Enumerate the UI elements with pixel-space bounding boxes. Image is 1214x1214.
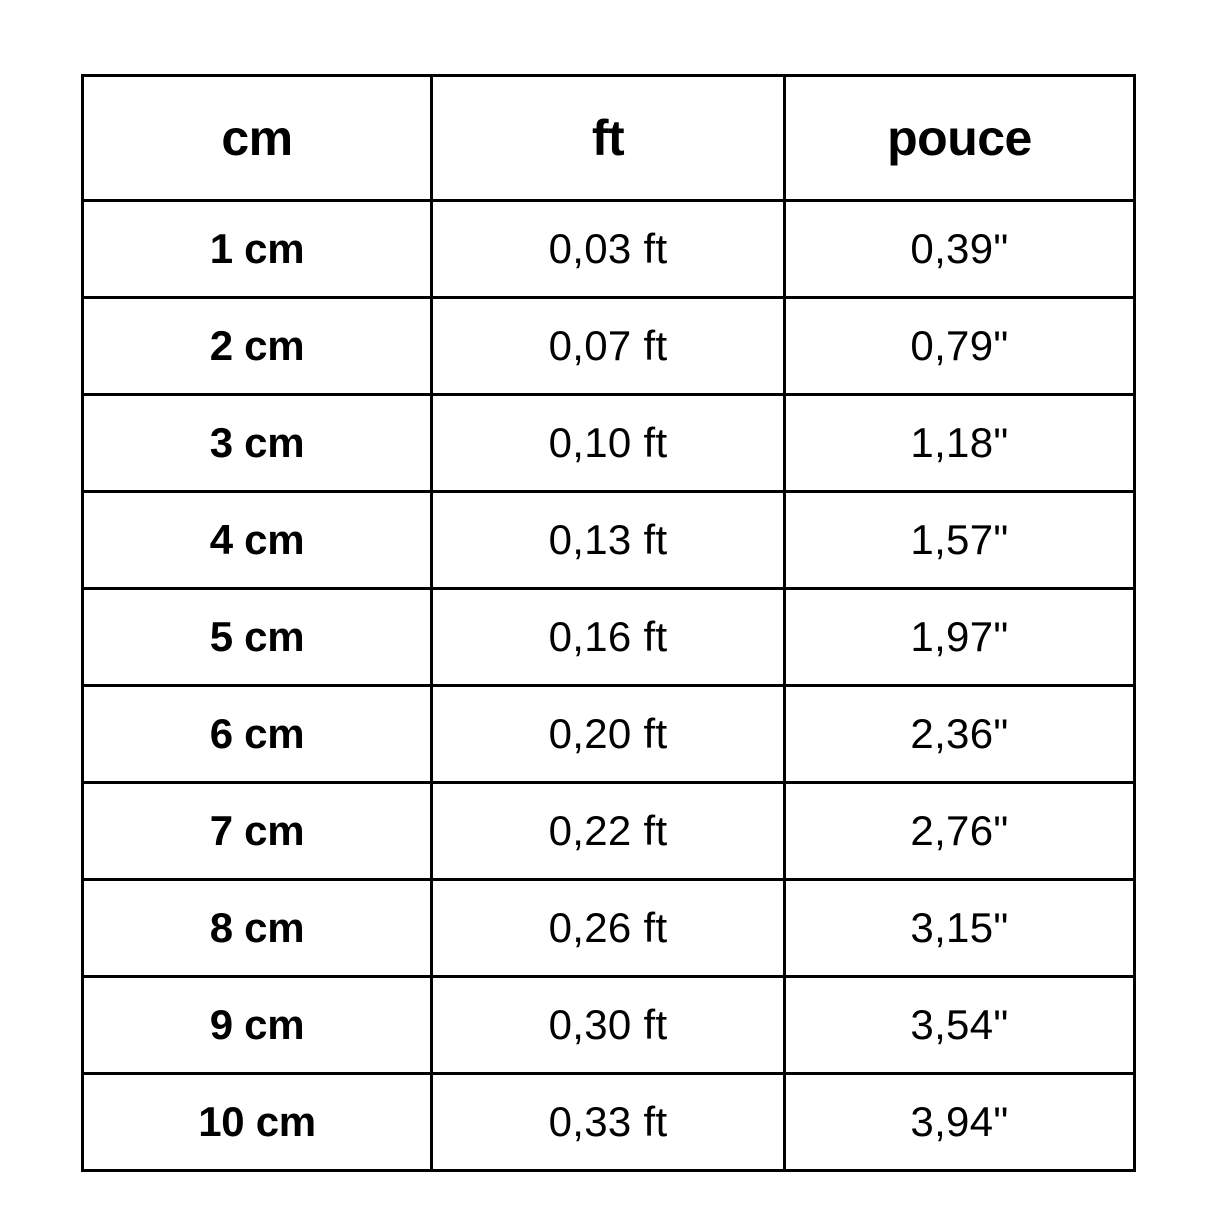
cell-pouce: 3,94" — [783, 1072, 1136, 1172]
table-header: cm ft pouce — [81, 74, 1136, 202]
cell-ft: 0,10 ft — [430, 393, 786, 493]
cell-cm: 1 cm — [81, 199, 433, 299]
table-row: 6 cm 0,20 ft 2,36" — [81, 684, 1136, 784]
cell-cm: 5 cm — [81, 587, 433, 687]
cell-cm: 9 cm — [81, 975, 433, 1075]
column-header-cm: cm — [81, 74, 433, 202]
table-row: 4 cm 0,13 ft 1,57" — [81, 490, 1136, 590]
table-row: 1 cm 0,03 ft 0,39" — [81, 199, 1136, 299]
cell-ft: 0,33 ft — [430, 1072, 786, 1172]
cell-ft: 0,26 ft — [430, 878, 786, 978]
table-body: 1 cm 0,03 ft 0,39" 2 cm 0,07 ft 0,79" 3 … — [81, 199, 1136, 1172]
cell-pouce: 0,39" — [783, 199, 1136, 299]
cell-ft: 0,22 ft — [430, 781, 786, 881]
cell-pouce: 2,76" — [783, 781, 1136, 881]
cell-cm: 8 cm — [81, 878, 433, 978]
table-row: 2 cm 0,07 ft 0,79" — [81, 296, 1136, 396]
cm-to-ft-inch-conversion-table: cm ft pouce 1 cm 0,03 ft 0,39" 2 cm 0,07… — [81, 74, 1136, 1172]
column-header-ft: ft — [430, 74, 786, 202]
table-row: 7 cm 0,22 ft 2,76" — [81, 781, 1136, 881]
table-row: 10 cm 0,33 ft 3,94" — [81, 1072, 1136, 1172]
cell-ft: 0,16 ft — [430, 587, 786, 687]
cell-cm: 2 cm — [81, 296, 433, 396]
cell-ft: 0,20 ft — [430, 684, 786, 784]
cell-cm: 3 cm — [81, 393, 433, 493]
cell-pouce: 2,36" — [783, 684, 1136, 784]
cell-pouce: 1,18" — [783, 393, 1136, 493]
table-row: 8 cm 0,26 ft 3,15" — [81, 878, 1136, 978]
cell-cm: 4 cm — [81, 490, 433, 590]
cell-ft: 0,03 ft — [430, 199, 786, 299]
cell-ft: 0,07 ft — [430, 296, 786, 396]
table-row: 9 cm 0,30 ft 3,54" — [81, 975, 1136, 1075]
cell-ft: 0,30 ft — [430, 975, 786, 1075]
cell-ft: 0,13 ft — [430, 490, 786, 590]
table-row: 5 cm 0,16 ft 1,97" — [81, 587, 1136, 687]
cell-pouce: 3,54" — [783, 975, 1136, 1075]
table-header-row: cm ft pouce — [81, 74, 1136, 202]
cell-pouce: 1,97" — [783, 587, 1136, 687]
cell-cm: 6 cm — [81, 684, 433, 784]
cell-cm: 10 cm — [81, 1072, 433, 1172]
column-header-pouce: pouce — [783, 74, 1136, 202]
cell-pouce: 1,57" — [783, 490, 1136, 590]
table-row: 3 cm 0,10 ft 1,18" — [81, 393, 1136, 493]
cell-pouce: 0,79" — [783, 296, 1136, 396]
cell-pouce: 3,15" — [783, 878, 1136, 978]
cell-cm: 7 cm — [81, 781, 433, 881]
